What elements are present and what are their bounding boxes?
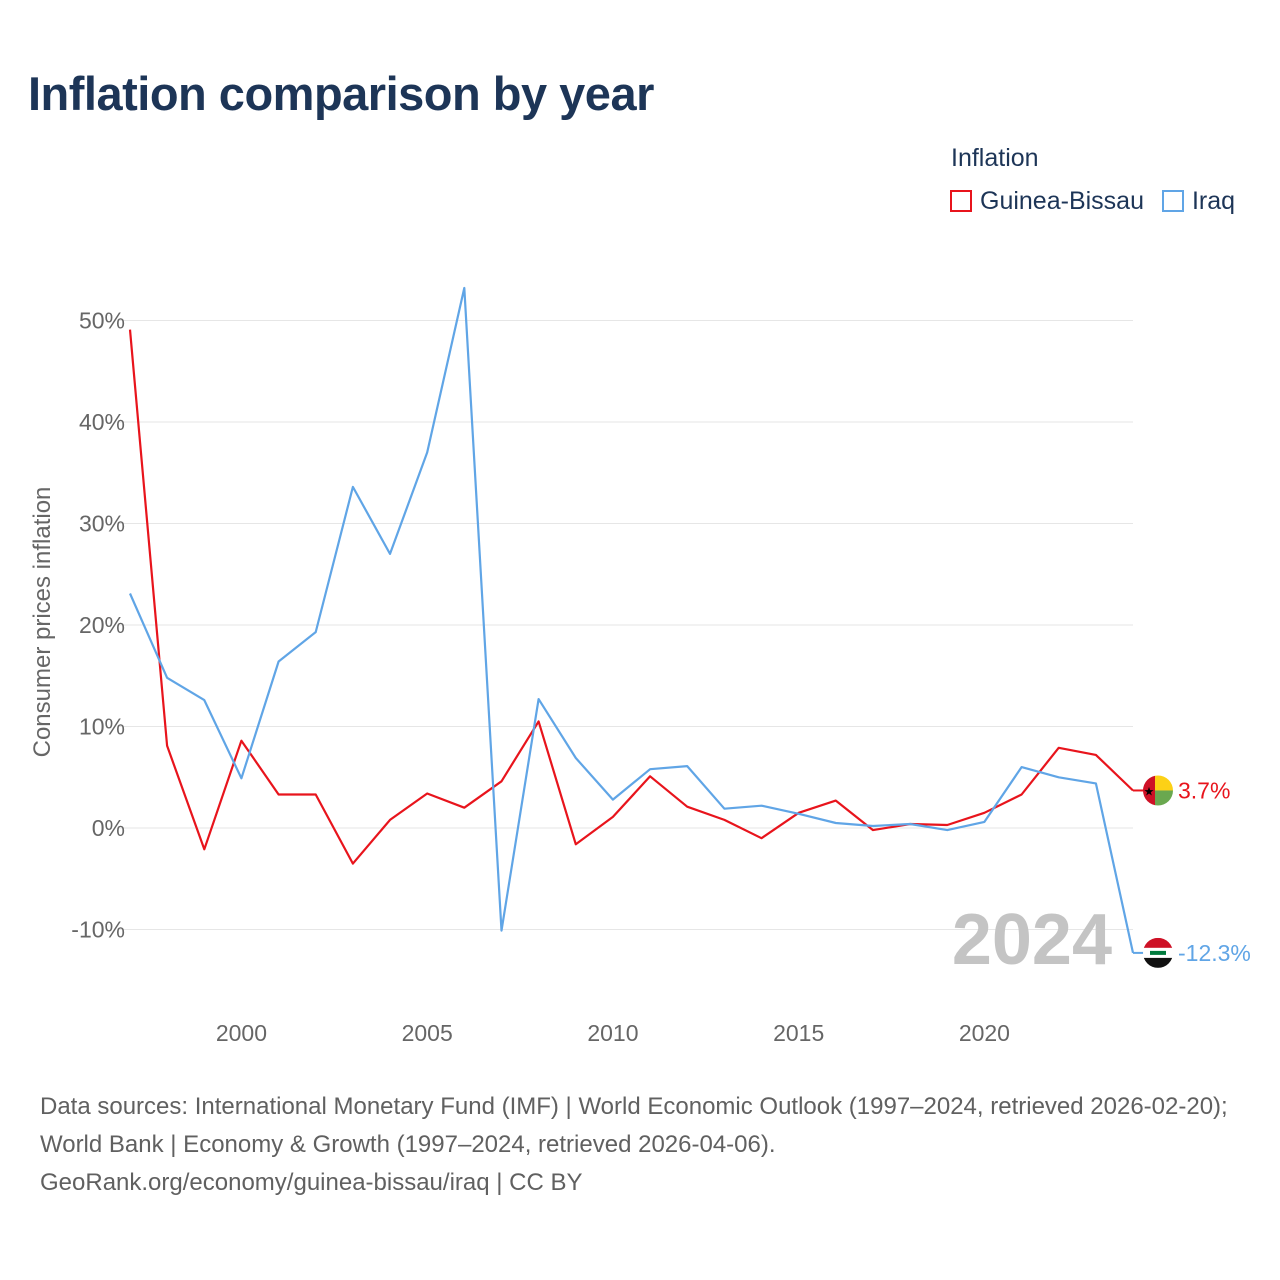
footer: Data sources: International Monetary Fun… — [40, 1088, 1250, 1202]
series-end-markers: ★ 3.7% -12.3% — [1133, 775, 1251, 968]
footer-sources: Data sources: International Monetary Fun… — [40, 1093, 1228, 1158]
x-tick-label: 2020 — [959, 1020, 1010, 1046]
y-axis-ticks: -10% 0% 10% 20% 30% 40% 50% — [71, 307, 125, 942]
legend-swatch-iraq — [1161, 190, 1184, 212]
x-tick-label: 2010 — [587, 1020, 638, 1046]
series-line-guinea-bissau — [128, 329, 1134, 865]
y-tick-label: -10% — [71, 917, 125, 943]
grid — [118, 319, 1133, 931]
y-tick-label: 0% — [92, 815, 125, 841]
iraq-flag-icon — [1143, 937, 1173, 968]
y-tick-label: 10% — [79, 714, 125, 740]
series-lines — [128, 286, 1135, 954]
y-tick-label: 20% — [79, 612, 125, 638]
legend-label-iraq: Iraq — [1191, 186, 1236, 215]
legend-item-iraq[interactable]: Iraq — [1161, 186, 1236, 216]
y-axis-label: Consumer prices inflation — [29, 487, 56, 758]
y-tick-label: 50% — [79, 307, 125, 333]
y-tick-label: 40% — [79, 409, 125, 435]
x-tick-label: 2015 — [773, 1020, 824, 1046]
svg-text:★: ★ — [1144, 784, 1155, 798]
guinea-bissau-flag-icon: ★ — [1143, 775, 1173, 806]
series-line-iraq — [128, 286, 1135, 954]
year-watermark: 2024 — [952, 900, 1112, 980]
chart-title: Inflation comparison by year — [28, 67, 654, 120]
legend-label-guinea-bissau: Guinea-Bissau — [980, 186, 1144, 215]
line-chart: -10%0%10%20%30%40%50% 2000 2005 2010 2015 20… — [29, 286, 1251, 1046]
x-axis-ticks: 2000 2005 2010 2015 2020 — [216, 1020, 1010, 1046]
legend: Guinea-Bissau Iraq — [950, 185, 1235, 217]
x-tick-label: 2005 — [402, 1020, 453, 1046]
legend-title: Inflation — [951, 144, 1039, 172]
legend-item-guinea-bissau[interactable]: Guinea-Bissau — [950, 187, 1144, 216]
footer-attribution[interactable]: GeoRank.org/economy/guinea-bissau/iraq |… — [40, 1169, 583, 1196]
legend-swatch-guinea-bissau — [950, 190, 972, 212]
y-tick-label: 30% — [79, 510, 125, 536]
series-end-label-guinea-bissau: 3.7% — [1178, 777, 1230, 803]
x-tick-label: 2000 — [216, 1020, 267, 1046]
series-end-label-iraq: -12.3% — [1178, 940, 1251, 966]
